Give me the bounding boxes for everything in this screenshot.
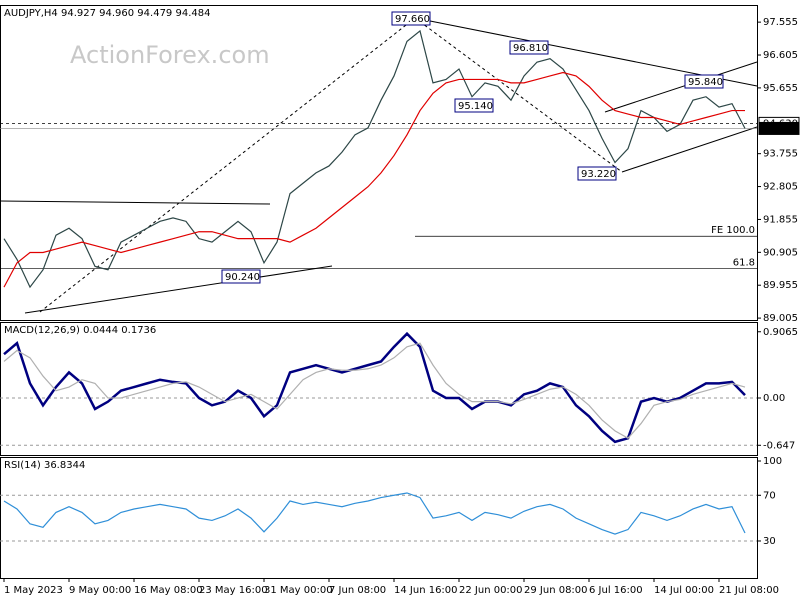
x-tick-label: 22 Jun 00:00 [459, 585, 523, 596]
series-line [3, 492, 746, 535]
y-tick-label: 0.9065 [763, 327, 798, 338]
trend-line [621, 126, 758, 173]
trend-line [414, 17, 623, 173]
y-tick-label: 95.655 [763, 83, 798, 94]
x-tick-label: 1 May 2023 [4, 585, 63, 596]
annotation-box [454, 98, 494, 113]
y-tick-label: -0.647 [763, 440, 795, 451]
panel-title: MACD(12,26,9) 0.0444 0.1736 [4, 325, 156, 336]
annotation-label: 93.220 [581, 169, 616, 180]
x-tick-label: 14 Jun 16:00 [394, 585, 458, 596]
annotation-box [391, 11, 431, 26]
y-tick-label: 93.755 [763, 149, 798, 160]
price-tag-label: 94.484 [763, 123, 798, 134]
y-tick-label: 100 [763, 456, 782, 467]
y-tick-label: 89.955 [763, 280, 798, 291]
panel-frame [0, 322, 758, 456]
panel-title: RSI(14) 36.8344 [4, 460, 85, 471]
panel-title: AUDJPY,H4 94.927 94.960 94.479 94.484 [4, 8, 210, 19]
trend-line [24, 265, 333, 314]
x-tick-label: 9 May 00:00 [69, 585, 131, 596]
x-tick-label: 23 May 16:00 [199, 585, 268, 596]
panel-frame [0, 5, 758, 321]
x-tick-label: 21 Jul 08:00 [719, 585, 779, 596]
annotation-label: 97.660 [395, 14, 430, 25]
annotation-label: 95.840 [688, 77, 723, 88]
x-tick-label: 7 Jun 08:00 [329, 585, 386, 596]
price-tag [758, 121, 800, 135]
level-label: FE 100.0 [711, 225, 755, 236]
y-tick-label: 89.005 [763, 313, 798, 324]
level-label: 61.8 [733, 257, 755, 268]
annotation-box [684, 74, 724, 89]
trend-lines [0, 17, 758, 314]
annotation-label: 95.140 [458, 101, 493, 112]
series-line [3, 331, 746, 444]
x-tick-label: 6 Jul 16:00 [589, 585, 643, 596]
y-tick-label: 91.855 [763, 214, 798, 225]
y-tick-label: 0.00 [763, 393, 785, 404]
x-tick-label: 29 Jun 08:00 [524, 585, 588, 596]
annotation-box [577, 166, 617, 181]
y-tick-label: 30 [763, 536, 776, 547]
y-tick-label: 96.605 [763, 50, 798, 61]
x-tick-label: 31 May 00:00 [264, 585, 333, 596]
annotation-box [509, 40, 549, 55]
series-line [3, 71, 745, 288]
trend-line [39, 17, 416, 313]
trend-line [604, 61, 758, 113]
annotation-label: 96.810 [513, 43, 548, 54]
x-tick-label: 16 May 08:00 [134, 585, 203, 596]
y-tick-label: 90.905 [763, 247, 798, 258]
annotation-label: 90.240 [225, 272, 260, 283]
y-tick-label: 70 [763, 490, 776, 501]
x-tick-label: 14 Jul 00:00 [654, 585, 714, 596]
trend-line [0, 200, 271, 205]
panel-frame [0, 457, 758, 579]
y-tick-label: 97.555 [763, 17, 798, 28]
series-line [3, 29, 746, 289]
watermark: ActionForex.com [70, 41, 270, 69]
y-tick-label: 92.805 [763, 182, 798, 193]
series-line [3, 342, 746, 439]
annotation-box [221, 269, 261, 284]
